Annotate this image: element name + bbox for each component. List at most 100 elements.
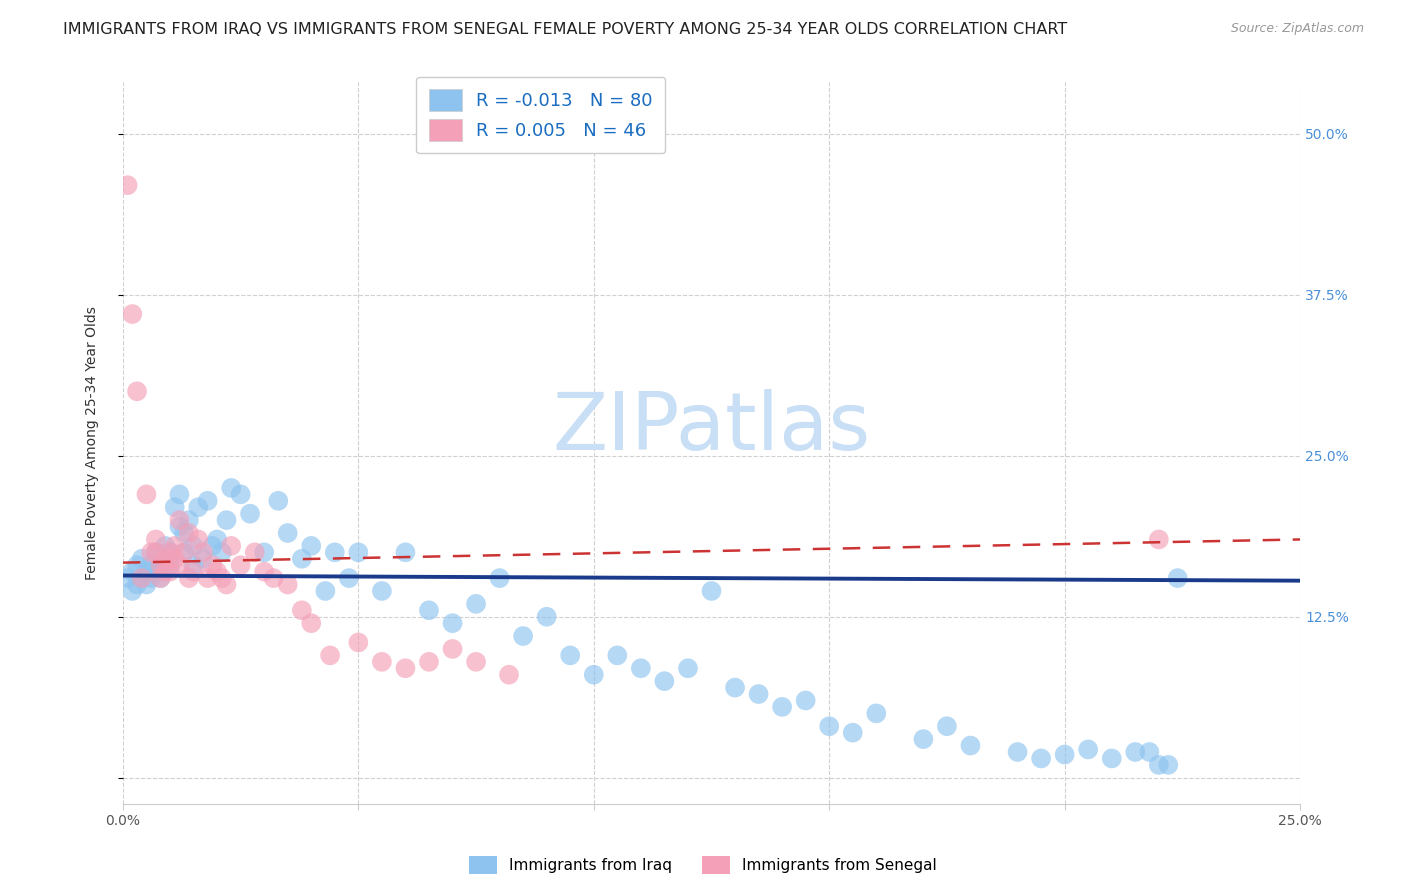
Point (770, 700, 793, 714)
Point (1139, 745, 1161, 759)
Point (163, 500, 186, 515)
Point (291, 603, 314, 617)
Point (253, 565, 276, 579)
Point (371, 655, 394, 669)
Point (155, 565, 177, 579)
Point (149, 558, 172, 573)
Text: ZIPatlas: ZIPatlas (553, 390, 870, 467)
Point (465, 655, 488, 669)
Point (1147, 757, 1170, 772)
Point (183, 558, 205, 573)
Point (141, 545, 163, 559)
Point (319, 648, 342, 663)
Point (155, 551, 177, 566)
Point (169, 513, 191, 527)
Point (488, 571, 510, 585)
Point (145, 545, 167, 559)
Point (748, 687, 770, 701)
Point (211, 571, 233, 585)
Point (724, 681, 747, 695)
Point (159, 558, 181, 573)
Point (418, 655, 440, 669)
Point (1167, 571, 1189, 585)
Point (141, 571, 163, 585)
Point (676, 661, 699, 675)
Point (131, 571, 153, 585)
Point (169, 519, 191, 533)
Point (865, 706, 887, 721)
Point (125, 577, 148, 591)
Point (794, 693, 817, 707)
Point (219, 539, 242, 553)
Point (159, 565, 181, 579)
Point (277, 526, 299, 541)
Point (219, 481, 242, 495)
Point (314, 584, 336, 599)
Point (394, 545, 416, 559)
Point (191, 551, 214, 566)
Point (121, 584, 143, 599)
Point (371, 584, 394, 599)
Point (560, 648, 582, 663)
Point (912, 732, 935, 747)
Point (201, 558, 224, 573)
Point (441, 642, 464, 657)
Point (145, 545, 167, 559)
Point (394, 661, 416, 675)
Point (818, 719, 841, 733)
Point (183, 539, 205, 553)
Point (135, 577, 157, 591)
Point (1123, 745, 1146, 759)
Point (173, 545, 195, 559)
Point (267, 493, 290, 508)
Point (149, 571, 172, 585)
Point (187, 500, 209, 515)
Point (187, 533, 209, 547)
Point (141, 558, 163, 573)
Point (173, 545, 195, 559)
Legend: Immigrants from Iraq, Immigrants from Senegal: Immigrants from Iraq, Immigrants from Se… (463, 850, 943, 880)
Point (145, 533, 167, 547)
Point (173, 526, 195, 541)
Point (211, 545, 233, 559)
Point (205, 565, 228, 579)
Point (243, 545, 266, 559)
Point (229, 487, 252, 501)
Y-axis label: Female Poverty Among 25-34 Year Olds: Female Poverty Among 25-34 Year Olds (86, 306, 100, 580)
Point (149, 571, 172, 585)
Text: Source: ZipAtlas.com: Source: ZipAtlas.com (1230, 22, 1364, 36)
Point (183, 565, 205, 579)
Point (191, 545, 214, 559)
Point (121, 565, 143, 579)
Point (149, 558, 172, 573)
Point (418, 603, 440, 617)
Point (512, 629, 534, 643)
Point (121, 307, 143, 321)
Point (498, 667, 520, 681)
Point (299, 616, 322, 631)
Point (1029, 751, 1052, 765)
Point (1147, 533, 1170, 547)
Point (159, 545, 181, 559)
Point (1007, 745, 1029, 759)
Point (337, 571, 360, 585)
Point (606, 648, 628, 663)
Point (441, 616, 464, 631)
Point (117, 571, 139, 585)
Point (630, 661, 652, 675)
Point (935, 719, 957, 733)
Legend: R = -0.013   N = 80, R = 0.005   N = 46: R = -0.013 N = 80, R = 0.005 N = 46 (416, 77, 665, 153)
Point (1077, 742, 1099, 756)
Point (700, 584, 723, 599)
Point (177, 571, 200, 585)
Point (169, 487, 191, 501)
Point (163, 551, 186, 566)
Point (169, 558, 191, 573)
Point (135, 565, 157, 579)
Point (197, 571, 219, 585)
Point (465, 597, 488, 611)
Point (1053, 747, 1076, 762)
Point (117, 178, 139, 193)
Point (263, 571, 285, 585)
Point (842, 725, 865, 739)
